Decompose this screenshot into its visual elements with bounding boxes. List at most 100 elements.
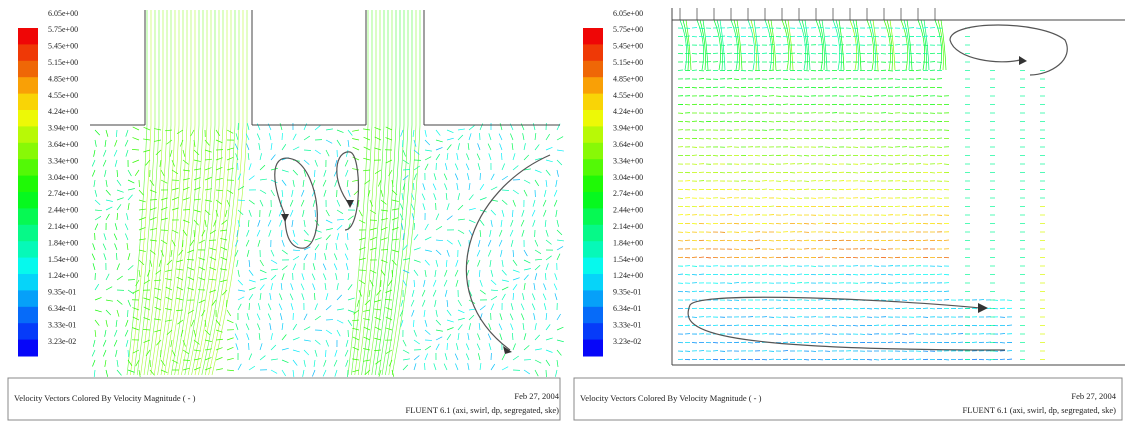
vector [198, 299, 206, 304]
vector [412, 129, 415, 137]
vector [204, 199, 212, 202]
vector [322, 179, 327, 187]
vector [270, 369, 278, 374]
vector [235, 323, 239, 331]
vector [314, 252, 316, 261]
colorbar-label: 3.04e+00 [613, 173, 643, 182]
arrow-head [281, 214, 289, 222]
vector [143, 126, 151, 131]
vector [555, 369, 558, 377]
vector [124, 223, 129, 231]
vector [281, 143, 287, 151]
vector [401, 223, 404, 231]
vector [314, 303, 318, 311]
colorbar-label: 1.84e+00 [48, 238, 78, 247]
vector [177, 319, 184, 325]
vector [347, 215, 354, 221]
colorbar-label: 1.84e+00 [613, 238, 643, 247]
vector [303, 359, 306, 367]
vector [432, 279, 437, 287]
vector [247, 153, 250, 161]
vector [313, 359, 316, 367]
vector [501, 152, 503, 161]
vector [138, 217, 146, 221]
vector [270, 268, 278, 271]
colorbar-swatch [18, 142, 38, 160]
vector [182, 359, 191, 361]
vector [367, 189, 371, 197]
vector [171, 169, 179, 175]
vector [402, 175, 409, 181]
vector [501, 163, 505, 171]
vector [125, 233, 129, 241]
vector [221, 289, 228, 296]
vector [363, 309, 371, 312]
vector [303, 313, 308, 321]
colorbar-swatch [583, 241, 603, 259]
vector [303, 219, 306, 227]
vector [424, 319, 428, 327]
vector [501, 286, 509, 291]
vector [534, 239, 539, 247]
vector [325, 128, 333, 131]
vector [388, 169, 393, 177]
streak [184, 10, 216, 376]
vector [248, 293, 254, 301]
vector [358, 246, 366, 251]
vector [116, 204, 122, 211]
vector [104, 139, 107, 147]
colorbar-label: 4.24e+00 [613, 107, 643, 116]
vector [499, 229, 503, 237]
vector [352, 358, 360, 361]
vector [127, 253, 131, 261]
vector [160, 249, 164, 257]
vector [189, 239, 195, 247]
vector [385, 289, 393, 293]
colorbar-swatch [583, 224, 603, 242]
vector [523, 369, 531, 375]
vector [347, 139, 350, 147]
vector [374, 308, 382, 311]
vector [421, 193, 426, 201]
vector [124, 139, 129, 147]
vector [193, 358, 201, 361]
vector [556, 169, 559, 177]
vector [556, 359, 559, 367]
vector [303, 229, 309, 236]
vector [149, 199, 158, 201]
vector [510, 219, 514, 227]
vector [380, 199, 387, 205]
vector [477, 259, 481, 267]
vector [334, 349, 338, 357]
vector [401, 193, 404, 201]
arrow-head [978, 303, 988, 313]
vector [104, 359, 107, 367]
vector [325, 329, 333, 335]
vector [314, 292, 316, 301]
vector [512, 332, 514, 341]
streak [371, 10, 397, 376]
vector [446, 239, 453, 245]
vector [490, 363, 496, 371]
colorbar-swatch [583, 306, 603, 324]
vector [325, 228, 333, 231]
vector [374, 147, 382, 151]
colorbar-swatch [583, 208, 603, 226]
vector [512, 269, 520, 273]
vector [114, 329, 118, 337]
vector [215, 209, 219, 217]
vector [102, 339, 107, 347]
vector [444, 269, 448, 277]
vector [281, 239, 285, 247]
vector [324, 253, 327, 261]
vector [165, 319, 173, 322]
vector [465, 163, 470, 171]
streak [351, 10, 373, 376]
vector [237, 296, 245, 301]
streak [866, 19, 874, 71]
vector [489, 229, 492, 237]
vector [545, 229, 549, 237]
vector [270, 179, 278, 184]
streak [385, 10, 413, 376]
vector [543, 303, 547, 311]
